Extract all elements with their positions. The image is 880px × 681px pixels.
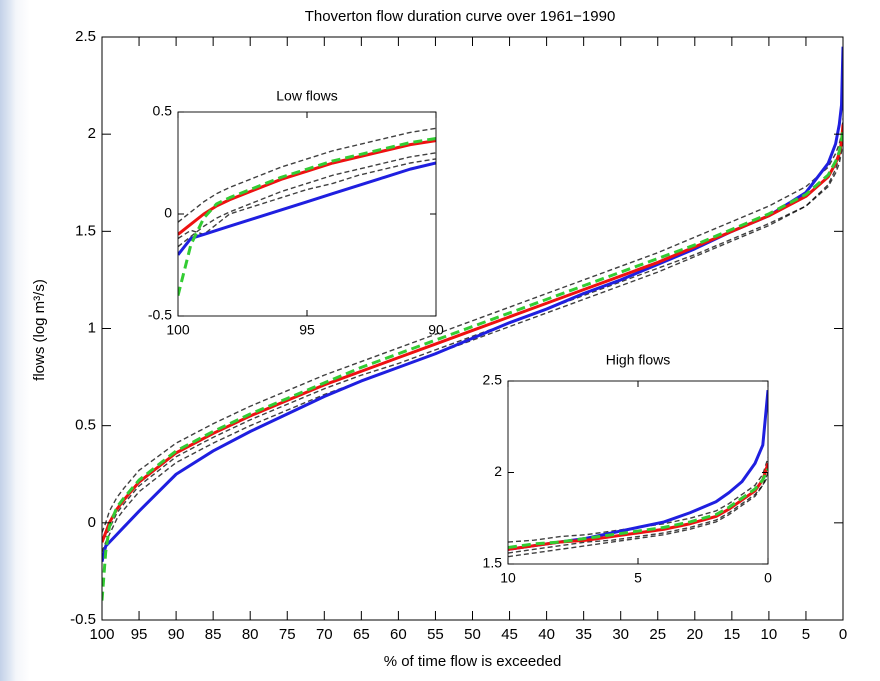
x-tick-label: 80 — [242, 626, 259, 643]
x-tick-label: 10 — [500, 570, 516, 586]
x-axis-label: % of time flow is exceeded — [384, 653, 562, 670]
x-tick-label: 50 — [464, 626, 481, 643]
y-tick-label: 0.5 — [75, 417, 96, 434]
y-tick-label: 1.5 — [483, 555, 503, 571]
axes: 100 95 90 -0.5 0 0.5 Low flows — [148, 88, 444, 338]
x-tick-label: 55 — [427, 626, 444, 643]
x-tick-label: 95 — [131, 626, 148, 643]
x-tick-label: 95 — [299, 322, 315, 338]
series-line — [178, 137, 436, 296]
x-tick-label: 25 — [649, 626, 666, 643]
axes: 10 5 0 1.5 2 2.5 High flows — [483, 352, 773, 586]
x-tick-label: 40 — [538, 626, 555, 643]
series-line — [178, 139, 436, 236]
inset-background — [178, 112, 436, 316]
y-axis-label: flows (log m³/s) — [31, 279, 48, 381]
ensemble-line — [508, 472, 768, 558]
series-line — [102, 124, 843, 543]
x-tick-label: 5 — [634, 570, 642, 586]
y-tick-label: -0.5 — [70, 611, 96, 628]
plot-lines — [102, 46, 843, 601]
y-tick-label: 0 — [164, 205, 172, 221]
y-tick-label: 2 — [88, 125, 96, 142]
x-tick-label: 75 — [279, 626, 296, 643]
y-tick-label: 1 — [88, 319, 96, 336]
chart-title: Thoverton flow duration curve over 1961−… — [305, 8, 616, 25]
ensemble-line — [178, 127, 436, 223]
ensemble-line — [102, 137, 843, 539]
series-line — [508, 468, 768, 550]
x-tick-label: 65 — [353, 626, 370, 643]
y-tick-label: 2.5 — [75, 28, 96, 45]
ensemble-line — [508, 457, 768, 543]
x-tick-label: 0 — [764, 570, 772, 586]
series-line — [178, 161, 436, 256]
y-tick-label: 1.5 — [75, 222, 96, 239]
axes: 100 95 90 85 80 75 70 65 60 55 50 45 40 35 30 25 20 15 10 5… — [31, 8, 847, 670]
ensemble-line — [508, 475, 768, 554]
y-tick-label: 0.5 — [153, 103, 173, 119]
y-tick-label: -0.5 — [148, 307, 172, 323]
x-tick-label: 90 — [428, 322, 444, 338]
y-tick-label: 2.5 — [483, 372, 503, 388]
x-tick-label: 100 — [89, 626, 114, 643]
x-tick-label: 10 — [761, 626, 778, 643]
x-tick-label: 85 — [205, 626, 222, 643]
ensemble-line — [178, 152, 436, 248]
ensemble-line — [102, 118, 843, 533]
x-tick-label: 90 — [168, 626, 185, 643]
x-tick-label: 15 — [724, 626, 741, 643]
x-tick-label: 60 — [390, 626, 407, 643]
series-line — [102, 46, 843, 563]
chart-title: Low flows — [276, 88, 337, 104]
plot-lines — [508, 390, 768, 558]
x-tick-label: 45 — [501, 626, 518, 643]
x-tick-label: 30 — [612, 626, 629, 643]
x-tick-label: 20 — [686, 626, 703, 643]
y-tick-label: 0 — [88, 514, 96, 531]
x-tick-label: 70 — [316, 626, 333, 643]
y-tick-label: 2 — [494, 463, 502, 479]
x-tick-label: 0 — [839, 626, 847, 643]
x-tick-label: 35 — [575, 626, 592, 643]
chart-title: High flows — [606, 352, 671, 368]
x-tick-label: 5 — [802, 626, 810, 643]
x-tick-label: 100 — [166, 322, 190, 338]
plot-lines — [178, 127, 436, 296]
